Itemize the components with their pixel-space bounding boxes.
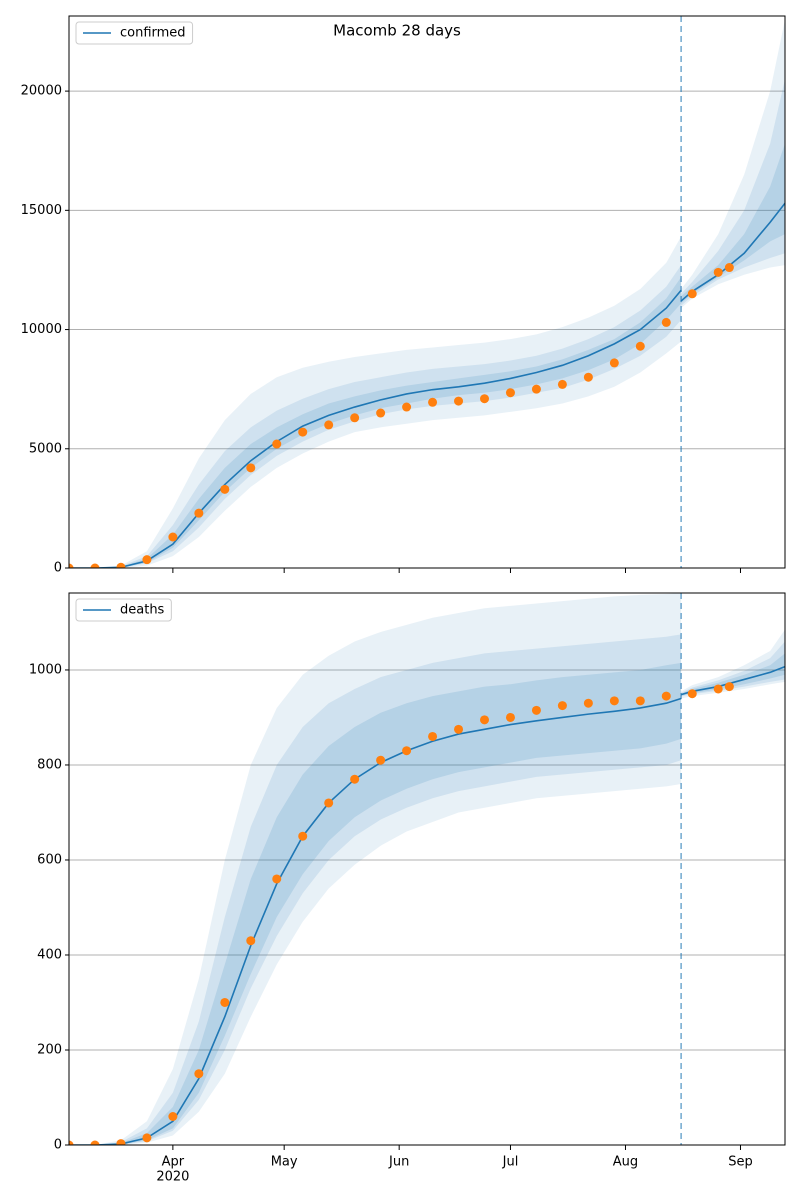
observed-point [194,1069,204,1079]
observed-point [687,289,697,299]
legend: deaths [75,598,172,622]
observed-point [298,427,308,437]
observed-point [402,402,412,412]
observed-point [220,484,230,494]
confidence-band [69,634,682,1145]
observed-point [246,463,256,473]
observed-point [246,936,256,946]
observed-point [480,394,490,404]
observed-point [116,1139,126,1145]
observed-point [376,755,386,765]
y-tick-label: 200 [37,1042,62,1057]
confidence-band [681,629,785,699]
y-tick-label: 0 [54,561,62,576]
observed-point [454,724,464,734]
confidence-band [681,641,785,697]
observed-point [402,746,412,756]
y-tick-label: 600 [37,852,62,867]
observed-point [480,715,490,725]
observed-point [635,696,645,706]
observed-point [724,263,734,273]
observed-point [557,379,567,389]
observed-point [116,562,126,568]
y-tick-label: 400 [37,947,62,962]
observed-point [687,689,697,699]
observed-point [583,698,593,708]
observed-point [557,701,567,711]
model-line [69,289,682,568]
y-tick-label: 5000 [29,441,62,456]
observed-point [220,997,230,1007]
legend-box [75,21,194,45]
observed-point [298,831,308,841]
confidence-band [681,79,785,306]
confidence-band [69,236,682,568]
observed-point [142,1133,152,1143]
observed-point [454,396,464,406]
observed-point [505,388,515,398]
observed-point [724,682,734,692]
x-tick-label: Jun [388,1155,409,1170]
legend-label: confirmed [120,26,186,41]
y-tick-label: 20000 [21,84,62,99]
observed-point [69,1140,74,1145]
plot-area [69,593,785,1145]
observed-point [609,358,619,368]
observed-point [168,1111,178,1121]
x-tick-label: Apr [162,1155,185,1170]
observed-point [531,705,541,715]
legend-label: deaths [120,603,165,618]
observed-point [661,317,671,327]
y-tick-label: 800 [37,757,62,772]
x-tick-label: Jul [502,1155,519,1170]
observed-point [69,563,74,568]
observed-point [583,372,593,382]
observed-point [350,413,360,423]
y-tick-label: 0 [54,1138,62,1153]
observed-point [505,712,515,722]
observed-point [168,532,178,542]
legend-box [75,598,172,622]
confidence-band [69,593,682,1145]
x-year-label: 2020 [156,1170,189,1185]
observed-point [428,397,438,407]
y-tick-label: 10000 [21,322,62,337]
observed-point [609,696,619,706]
x-tick-label: Sep [728,1155,753,1170]
observed-point [635,341,645,351]
observed-point [90,563,100,568]
axes-frame [68,15,786,569]
chart-title: Macomb 28 days [333,22,461,40]
observed-point [90,1140,100,1145]
subplot: 0 5000 10000 15000 20000 confirmed [21,15,786,576]
axes-frame [68,592,786,1146]
y-tick-label: 15000 [21,203,62,218]
observed-point [142,555,152,565]
x-tick-label: May [271,1155,298,1170]
legend: confirmed [75,21,194,45]
observed-point [350,774,360,784]
observed-point [376,408,386,418]
observed-point [531,384,541,394]
x-tick-label: Aug [613,1155,638,1170]
observed-point [272,439,282,449]
y-tick-label: 1000 [29,662,62,677]
confidence-band [69,662,682,1145]
subplot: 0 200 400 600 800 1000 Apr May Jun Jul Aug Sep 2020 d… [29,592,786,1185]
observed-point [324,798,334,808]
confidence-band [681,143,785,304]
observed-point [324,420,334,430]
observed-point [428,731,438,741]
observed-point [661,691,671,701]
observed-point [713,267,723,277]
plot-area [69,19,785,568]
observed-point [194,508,204,518]
observed-point [272,874,282,884]
observed-point [713,684,723,694]
